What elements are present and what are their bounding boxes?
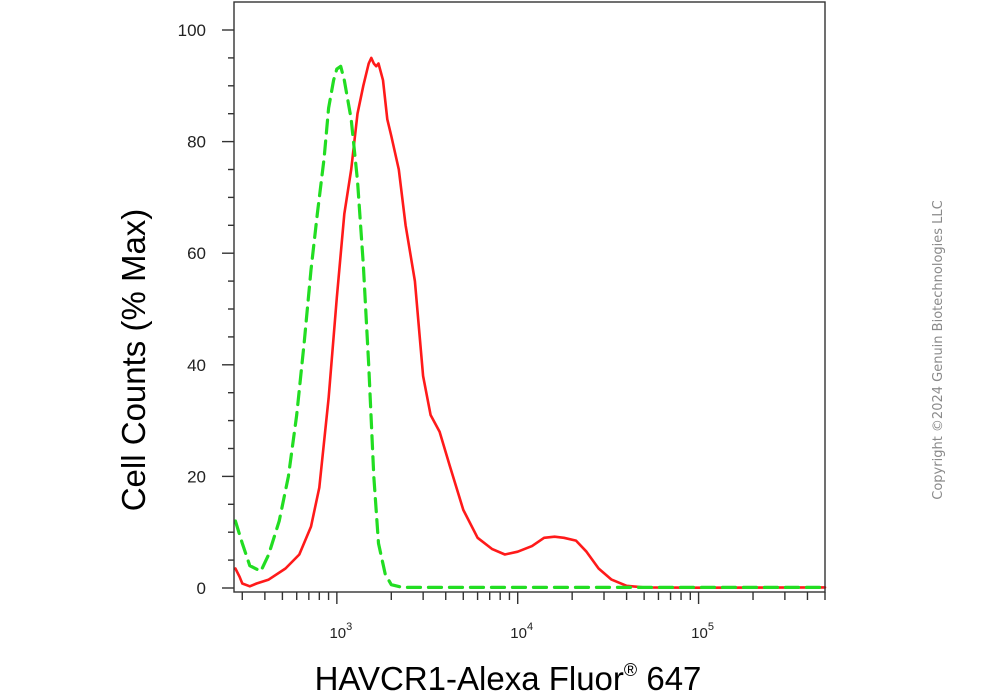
x-axis-title-main: HAVCR1-Alexa Fluor [315, 660, 624, 697]
x-axis: 103 104 105 [241, 592, 826, 642]
x-axis-title-registered-mark: ® [624, 660, 637, 680]
x-tick-label: 103 [329, 621, 352, 642]
y-tick-label: 100 [178, 21, 206, 40]
plot-area [234, 2, 825, 592]
x-axis-title-suffix: 647 [637, 660, 701, 697]
series-layer [233, 56, 827, 589]
y-tick-label: 0 [197, 579, 206, 598]
y-tick-label: 40 [187, 356, 206, 375]
y-axis: 0 20 40 60 80 100 [178, 21, 234, 598]
series-line-1 [234, 56, 827, 589]
plot-border [233, 1, 826, 593]
y-tick-label: 60 [187, 244, 206, 263]
plot-background [234, 2, 825, 592]
x-axis-title: HAVCR1-Alexa Fluor® 647 [315, 660, 702, 697]
plot-frame [233, 1, 826, 593]
x-tick-label: 104 [510, 621, 533, 642]
y-axis-title: Cell Counts (% Max) [115, 209, 152, 512]
y-tick-label: 20 [187, 467, 206, 486]
y-tick-label: 80 [187, 133, 206, 152]
copyright-text: Copyright ©2024 Genuin Biotechnologies L… [931, 200, 946, 499]
series-line-2 [233, 64, 827, 589]
x-tick-label: 105 [691, 621, 714, 642]
